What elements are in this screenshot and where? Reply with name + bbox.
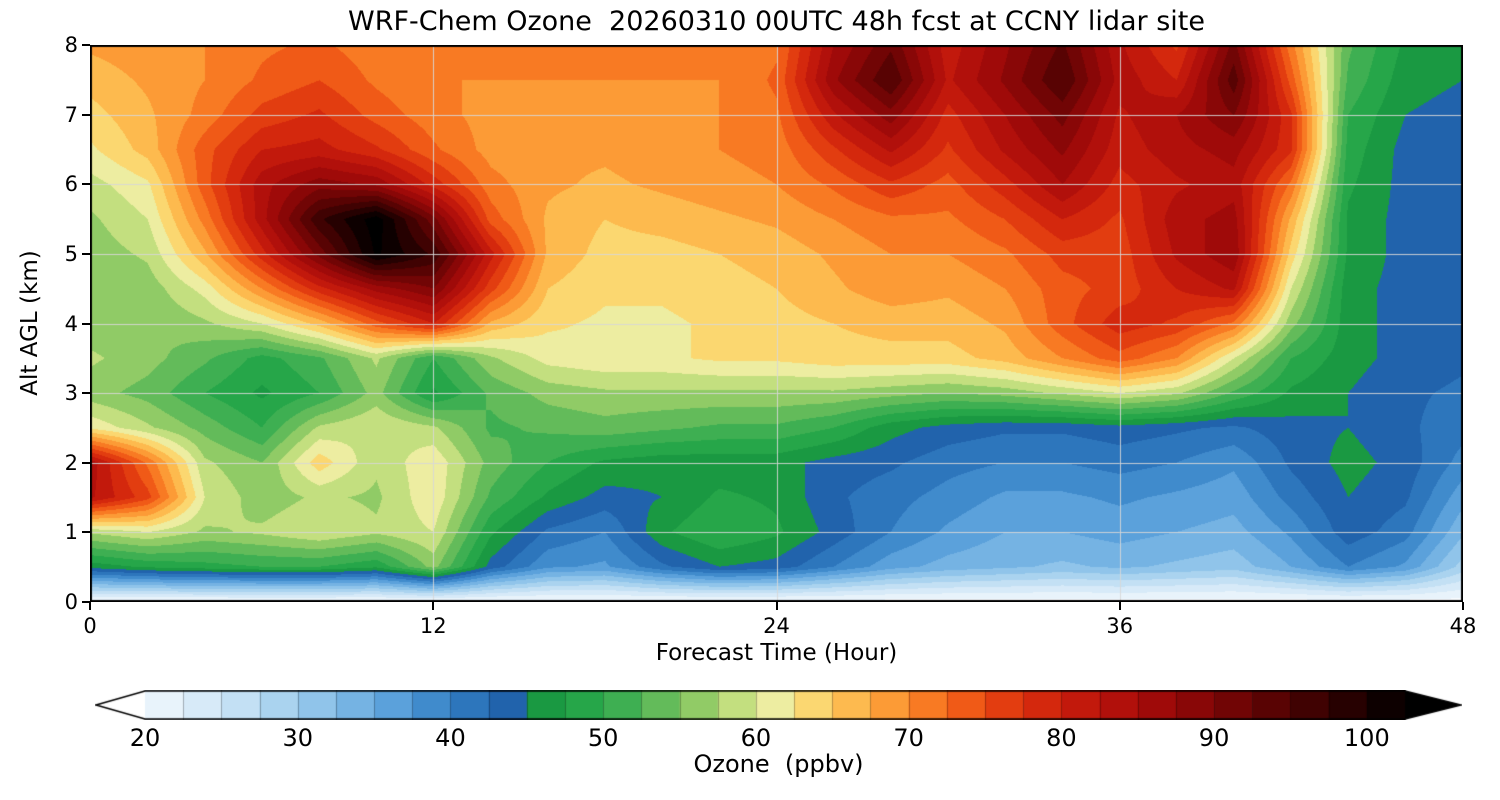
- y-tick-label: 2: [64, 450, 78, 475]
- y-tick-mark: [82, 392, 90, 395]
- x-tick-mark: [89, 602, 91, 610]
- x-tick-mark: [432, 602, 435, 610]
- colorbar-tick-label: 50: [587, 724, 619, 752]
- y-tick-label: 8: [64, 33, 78, 57]
- x-tick-mark: [1118, 602, 1121, 610]
- colorbar-tick-label: 100: [1343, 724, 1390, 752]
- colorbar: [95, 690, 1462, 720]
- y-tick-mark: [82, 461, 90, 464]
- colorbar-tick-label: 60: [740, 724, 772, 752]
- colorbar-tick-label: 80: [1046, 724, 1077, 752]
- x-tick-label: 36: [1106, 614, 1134, 638]
- colorbar-label: Ozone (ppbv): [693, 750, 864, 778]
- y-tick-label: 3: [64, 381, 78, 406]
- colorbar-tick-label: 40: [435, 724, 466, 752]
- y-tick-label: 1: [64, 520, 78, 545]
- y-tick-mark: [82, 601, 90, 603]
- y-tick-mark: [82, 44, 90, 46]
- y-axis-label: Alt AGL (km): [17, 250, 43, 396]
- x-tick-label: 0: [83, 614, 97, 638]
- y-tick-mark: [82, 183, 90, 186]
- y-tick-label: 7: [64, 102, 78, 127]
- heatmap-plot: [90, 45, 1463, 602]
- x-tick-mark: [1462, 602, 1464, 610]
- colorbar-tick-label: 20: [129, 724, 161, 752]
- y-tick-label: 5: [64, 241, 78, 266]
- x-tick-label: 12: [419, 614, 447, 638]
- y-tick-label: 0: [64, 590, 78, 614]
- x-axis-label: Forecast Time (Hour): [655, 640, 898, 666]
- colorbar-tick-label: 30: [282, 724, 313, 752]
- y-tick-mark: [82, 531, 90, 534]
- colorbar-tick-label: 90: [1198, 724, 1230, 752]
- colorbar-tick-label: 70: [893, 724, 924, 752]
- x-tick-mark: [775, 602, 778, 610]
- y-tick-mark: [82, 113, 90, 116]
- y-tick-mark: [82, 322, 90, 325]
- x-tick-label: 48: [1449, 614, 1477, 638]
- y-tick-label: 4: [64, 311, 78, 336]
- y-tick-label: 6: [64, 172, 78, 197]
- y-tick-mark: [82, 252, 90, 255]
- x-tick-label: 24: [763, 614, 790, 638]
- chart-title: WRF-Chem Ozone 20260310 00UTC 48h fcst a…: [348, 6, 1205, 37]
